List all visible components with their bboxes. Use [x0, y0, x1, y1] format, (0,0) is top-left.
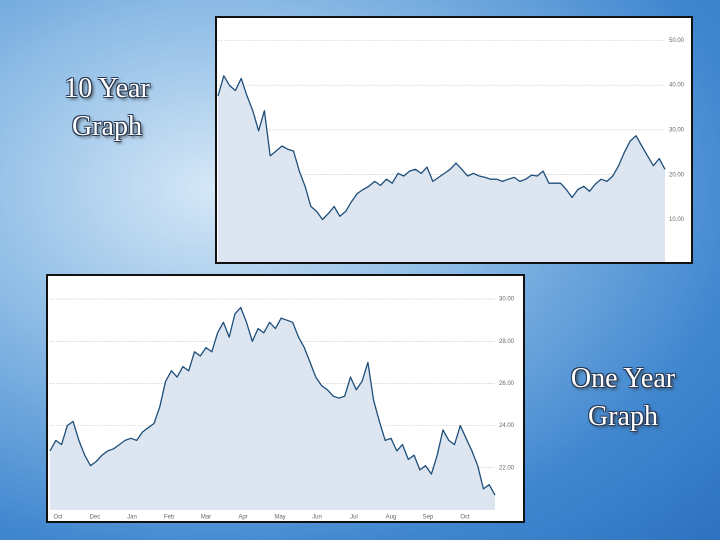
x-tick-label: Dec [90, 515, 101, 521]
y-tick-label: 30.00 [499, 297, 515, 303]
x-tick-label: May [274, 515, 285, 521]
x-tick-label: Aug [386, 515, 397, 521]
x-tick-label: Feb [164, 515, 175, 521]
y-tick-label: 50.00 [669, 38, 685, 44]
chart-frame: 10.00 20.00 30.00 40.00 50.00 [215, 16, 693, 264]
y-tick-label: 22.00 [499, 465, 515, 471]
price-line [49, 306, 496, 496]
caption: 10 Year Graph [64, 73, 150, 142]
chart-frame: 22.00 24.00 26.00 28.00 30.00 Oct Dec Jan Feb Mar… [46, 274, 525, 523]
x-tick-label: Sep [423, 515, 434, 521]
x-tick-label: Oct [53, 515, 63, 521]
x-tick-label: Jun [312, 515, 322, 521]
area-fill [50, 307, 495, 510]
y-tick-label: 26.00 [499, 381, 515, 387]
chart: 10.00 20.00 30.00 40.00 50.00 [217, 38, 685, 262]
x-tick-label: Apr [238, 515, 247, 521]
price-line [217, 75, 666, 221]
x-tick-label: Jul [350, 515, 358, 521]
chart: 22.00 24.00 26.00 28.00 30.00 Oct Dec Jan Feb Mar… [49, 297, 515, 521]
y-tick-label: 20.00 [669, 172, 685, 178]
y-tick-label: 30.00 [669, 128, 685, 134]
y-tick-label: 10.00 [669, 217, 685, 223]
y-tick-label: 24.00 [499, 423, 515, 429]
caption: One Year Graph [570, 363, 676, 432]
y-tick-label: 40.00 [669, 83, 685, 89]
x-tick-label: Oct [460, 515, 470, 521]
x-tick-label: Jan [127, 515, 137, 521]
x-tick-label: Mar [201, 515, 211, 521]
area-fill [218, 75, 665, 262]
y-tick-label: 28.00 [499, 339, 515, 345]
